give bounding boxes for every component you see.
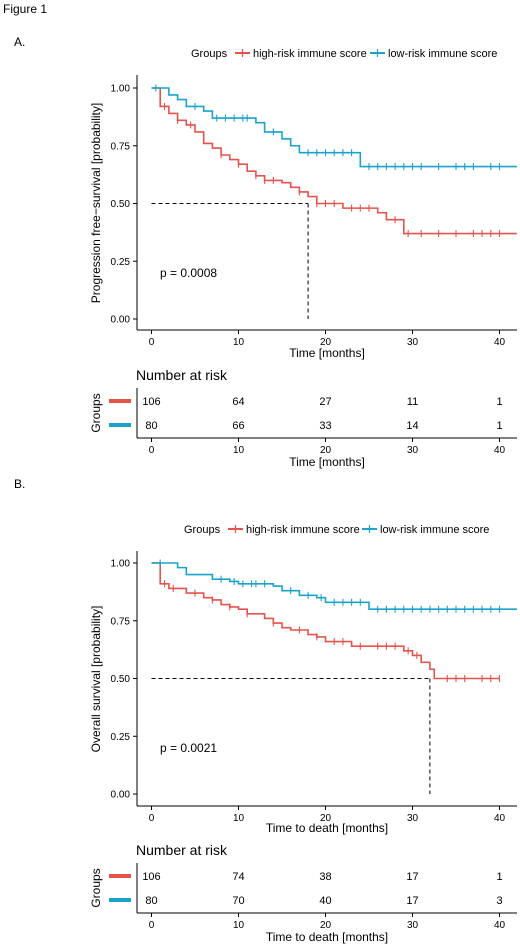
y-tick-label: 0.50 [111, 674, 131, 685]
y-tick-label: 0.25 [111, 257, 131, 268]
x-tick-label: 0 [149, 337, 155, 348]
risk-table-count: 106 [142, 871, 160, 883]
risk-table-count: 80 [145, 420, 157, 432]
risk-table-count: 66 [232, 420, 244, 432]
risk-table-x-tick-label: 40 [494, 920, 506, 931]
risk-table-count: 64 [232, 396, 244, 408]
risk-table-x-tick-label: 10 [233, 920, 245, 931]
panel-b-legend: Groups high-risk immune score low-risk i… [184, 524, 489, 536]
panel-b-pvalue: p = 0.0021 [160, 741, 217, 755]
risk-table-x-tick-label: 10 [233, 445, 245, 456]
panel-b-plot: 0.00 0.25 0.50 0.75 1.00 0 10 20 30 40 [111, 551, 517, 824]
y-tick-label: 0.75 [111, 616, 131, 627]
y-tick-label: 1.00 [111, 84, 131, 95]
legend-label-low-risk: low-risk immune score [388, 48, 497, 60]
risk-table-x-tick-label: 0 [149, 920, 155, 931]
risk-table-count: 17 [406, 871, 418, 883]
risk-table-count: 40 [319, 895, 331, 907]
risk-table-count: 80 [145, 895, 157, 907]
risk-table-title: Number at risk [136, 842, 228, 858]
risk-table-count: 33 [319, 420, 331, 432]
panel-b-y-axis-label: Overall survival [probability] [89, 606, 103, 753]
x-tick-label: 10 [233, 337, 245, 348]
panel-a-x-axis-label: Time [months] [289, 346, 365, 360]
panel-b: B. Groups high-risk immune score low-ris… [14, 477, 517, 944]
x-tick-label: 30 [407, 337, 419, 348]
survival-curve-low-risk [151, 562, 517, 610]
risk-table-count: 27 [319, 396, 331, 408]
risk-table-count: 1 [496, 396, 502, 408]
risk-table-y-label: Groups [89, 868, 103, 907]
panel-b-x-axis-label: Time to death [months] [266, 821, 388, 835]
risk-table-x-tick-label: 40 [494, 445, 506, 456]
survival-curve-high-risk [151, 87, 517, 235]
risk-table-count: 74 [232, 871, 244, 883]
risk-table-x-label: Time to death [months] [266, 930, 388, 944]
risk-table-x-tick-label: 30 [407, 445, 419, 456]
legend-title: Groups [184, 524, 221, 536]
x-tick-label: 30 [407, 813, 419, 824]
legend-label-high-risk: high-risk immune score [246, 524, 360, 536]
risk-table-count: 70 [232, 895, 244, 907]
legend-label-high-risk: high-risk immune score [253, 48, 367, 60]
panel-a-pvalue: p = 0.0008 [160, 266, 217, 280]
risk-table-count: 1 [496, 871, 502, 883]
x-tick-label: 0 [149, 813, 155, 824]
y-tick-label: 0.25 [111, 732, 131, 743]
risk-table-y-label: Groups [89, 393, 103, 432]
y-tick-label: 0.50 [111, 199, 131, 210]
y-tick-label: 1.00 [111, 559, 131, 570]
x-tick-label: 20 [320, 337, 332, 348]
risk-table-x-tick-label: 20 [320, 445, 332, 456]
survival-curve-low-risk [151, 87, 517, 168]
panel-a-plot: 0.00 0.25 0.50 0.75 1.00 0 10 20 30 40 [111, 75, 517, 348]
x-tick-label: 20 [320, 813, 332, 824]
risk-table-x-tick-label: 0 [149, 445, 155, 456]
legend-label-low-risk: low-risk immune score [380, 524, 489, 536]
risk-table-body: 0 10 20 30 40 106 74 38 17 1 80 70 40 17 3 [109, 863, 517, 931]
x-tick-label: 10 [233, 813, 245, 824]
risk-table-count: 14 [406, 420, 418, 432]
x-tick-label: 40 [494, 813, 506, 824]
x-tick-label: 40 [494, 337, 506, 348]
y-tick-label: 0.00 [111, 315, 131, 326]
legend-title: Groups [191, 48, 228, 60]
risk-table-x-label: Time [months] [289, 455, 365, 469]
risk-table-count: 17 [406, 895, 418, 907]
panel-a-y-axis-label: Progression free−survival [probability] [89, 103, 103, 303]
risk-table-count: 106 [142, 396, 160, 408]
panel-b-label: B. [14, 477, 25, 491]
y-tick-label: 0.00 [111, 790, 131, 801]
survival-curve-high-risk [151, 562, 500, 680]
panel-a-label: A. [14, 35, 25, 49]
figure-label: Figure 1 [3, 2, 47, 16]
risk-table-count: 11 [407, 396, 418, 408]
panel-a-legend: Groups high-risk immune score low-risk i… [191, 48, 497, 60]
risk-table-count: 3 [496, 895, 502, 907]
risk-table-count: 1 [496, 420, 502, 432]
risk-table-title: Number at risk [136, 367, 228, 383]
panel-a: A. Groups high-risk immune score low-ris… [14, 35, 517, 469]
risk-table-count: 38 [319, 871, 331, 883]
risk-table-x-tick-label: 20 [320, 920, 332, 931]
risk-table-x-tick-label: 30 [407, 920, 419, 931]
y-tick-label: 0.75 [111, 141, 131, 152]
